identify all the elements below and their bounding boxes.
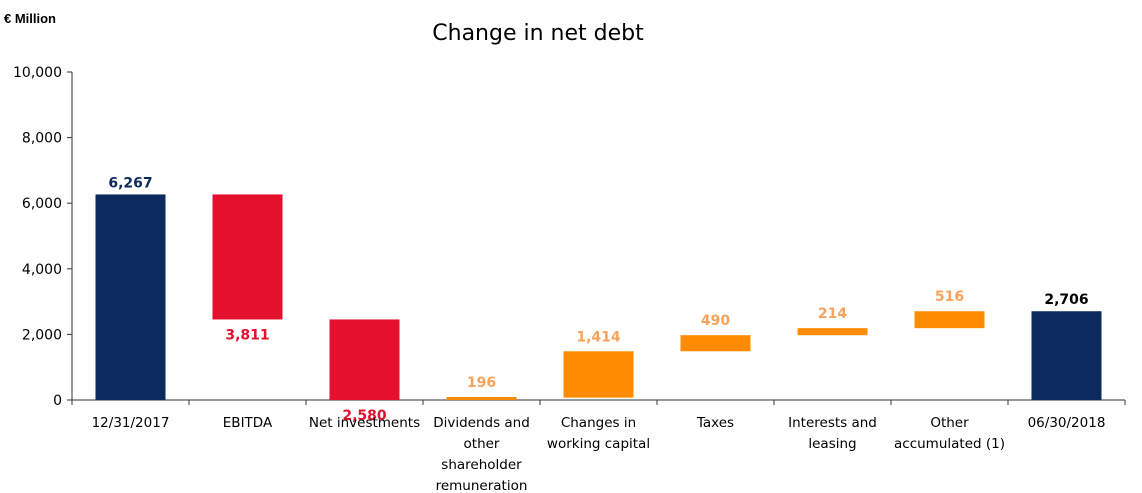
bar-0 [95, 194, 166, 400]
x-tick-label: 06/30/2018 [1028, 415, 1106, 431]
axes: 0 2,000 4,000 6,000 8,000 10,000 [13, 65, 1126, 409]
bar-2 [329, 319, 400, 400]
bar-7 [914, 311, 985, 329]
x-tick-label: Other accumulated (1) [894, 415, 1005, 452]
data-label: 214 [818, 306, 847, 322]
x-tick-label: Dividends and other shareholder remuneratio… [433, 415, 530, 493]
y-tick-label: 10,000 [13, 65, 62, 81]
bar-1 [212, 194, 283, 320]
bar-5 [680, 335, 751, 352]
category-labels: 12/31/2017 EBITDA Net investments Dividends… [92, 415, 1106, 493]
x-tick-label-line: Net investments [309, 415, 420, 431]
y-tick-label: 6,000 [22, 196, 62, 212]
y-tick-label: 0 [53, 393, 62, 409]
data-label: 6,267 [108, 175, 152, 191]
data-label: 2,580 [342, 408, 387, 424]
bar-6 [797, 328, 868, 336]
data-label: 196 [467, 375, 496, 391]
bar-8 [1031, 311, 1102, 400]
chart-title: Change in net debt [432, 21, 644, 46]
x-tick-label: EBITDA [223, 415, 273, 431]
x-tick-label: Interests and leasing [788, 415, 877, 452]
x-tick-label-line: leasing [808, 436, 856, 452]
data-labels: 6,267 3,811 2,580 196 1,414 490 214 516 2,706 [108, 175, 1088, 424]
x-tick-label-line: Dividends and [433, 415, 530, 431]
x-tick-label-line: EBITDA [223, 415, 273, 431]
x-tick-label-line: Interests and [788, 415, 877, 431]
unit-label: € Million [4, 11, 56, 26]
x-tick-label-line: Taxes [696, 415, 734, 431]
y-tick-label: 8,000 [22, 131, 62, 147]
data-label: 490 [701, 313, 730, 329]
x-tick-label-line: other [464, 436, 500, 452]
x-tick-label: 12/31/2017 [92, 415, 170, 431]
bars [95, 194, 1102, 400]
data-label: 2,706 [1044, 292, 1088, 308]
bar-3 [446, 397, 517, 400]
data-label: 516 [935, 289, 964, 305]
x-tick-label-line: accumulated (1) [894, 436, 1005, 452]
y-tick-label: 4,000 [22, 262, 62, 278]
y-tick-label: 2,000 [22, 327, 62, 343]
data-label: 3,811 [225, 327, 269, 343]
x-tick-label: Net investments [309, 415, 420, 431]
x-tick-label-line: Other [930, 415, 969, 431]
x-tick-label-line: shareholder [441, 457, 522, 473]
bar-4 [563, 351, 634, 398]
x-tick-label: Changes in working capital [547, 415, 650, 452]
x-tick-label-line: remuneration [436, 478, 528, 493]
x-tick-label: Taxes [696, 415, 734, 431]
data-label: 1,414 [576, 329, 621, 345]
x-tick-label-line: working capital [547, 436, 650, 452]
x-tick-label-line: 06/30/2018 [1028, 415, 1106, 431]
x-tick-label-line: Changes in [561, 415, 636, 431]
x-tick-label-line: 12/31/2017 [92, 415, 170, 431]
